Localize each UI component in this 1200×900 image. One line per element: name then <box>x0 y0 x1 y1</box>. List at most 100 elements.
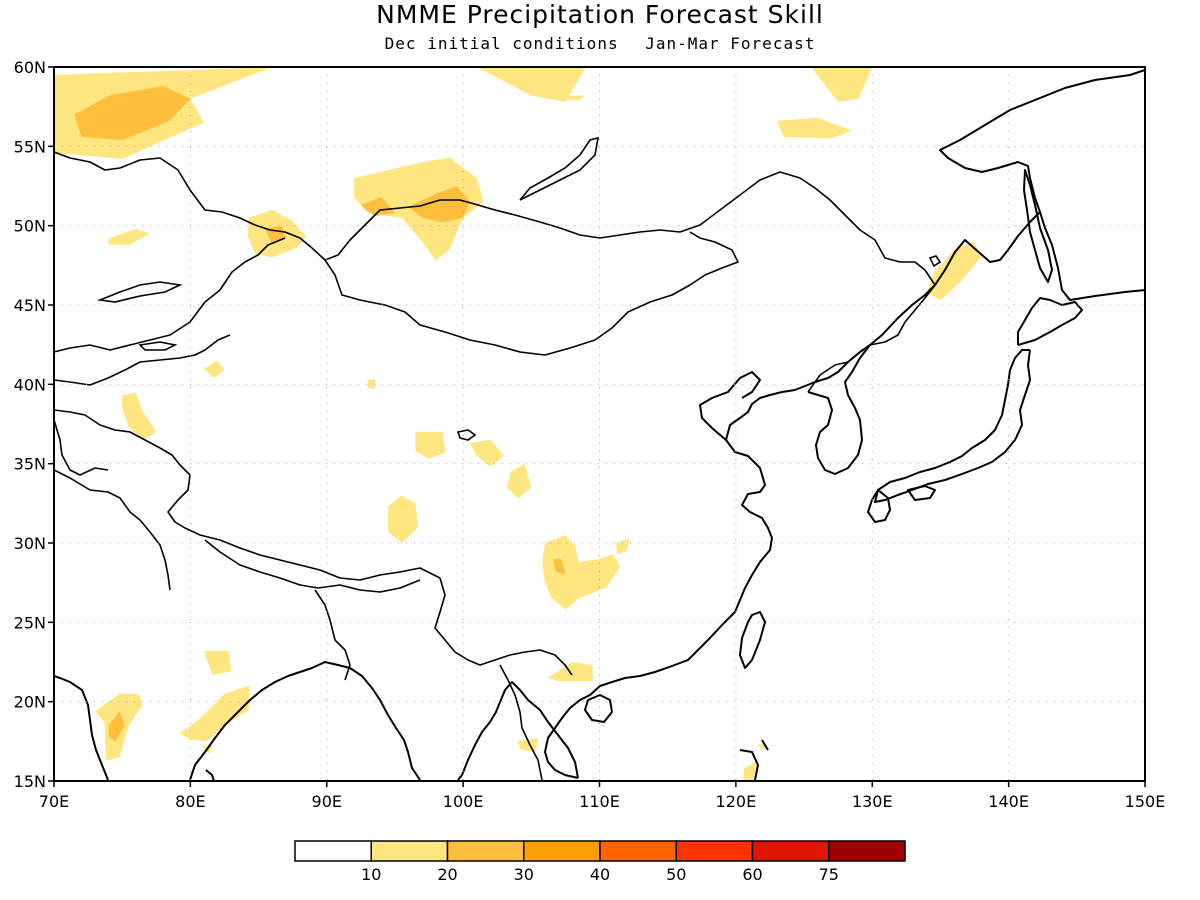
lake-balkhash <box>96 281 183 303</box>
lat-tick-label: 40N <box>14 375 46 394</box>
lake-qinghai <box>456 429 477 441</box>
border-myanmar <box>434 577 573 676</box>
colorbar-swatch-1 <box>294 840 372 862</box>
lat-tick-label: 50N <box>14 217 46 236</box>
skill-region-17 <box>415 431 446 459</box>
lake-khanka <box>928 255 942 268</box>
coastline-korea <box>807 344 871 475</box>
skill-region-13 <box>926 241 982 301</box>
border-mongolia <box>324 171 936 286</box>
coastline-shikoku <box>907 485 936 501</box>
border-pamir <box>54 409 441 581</box>
coastline-japan-hokkaido <box>1017 297 1083 346</box>
colorbar-label: 20 <box>437 865 457 884</box>
coastline-hainan <box>584 694 613 723</box>
skill-region-19 <box>506 463 532 499</box>
lon-tick-label: 90E <box>312 792 342 811</box>
skill-region-31 <box>744 762 757 781</box>
border-bangladesh <box>314 589 351 681</box>
coastline-indochina <box>457 681 579 781</box>
colorbar-label: 50 <box>666 865 686 884</box>
coastline-bohai <box>699 371 761 441</box>
map-frame <box>53 66 1146 782</box>
coastline-sri-lanka-top <box>205 769 215 781</box>
colorbar-label: 30 <box>514 865 534 884</box>
grid-layer <box>54 67 1145 781</box>
skill-region-4 <box>810 67 873 102</box>
lake-issyk-kul <box>138 341 178 351</box>
border-china-korea <box>807 361 849 393</box>
lon-tick-label: 80E <box>175 792 205 811</box>
lon-tick-label: 70E <box>39 792 69 811</box>
border-china-west <box>54 237 286 353</box>
skill-region-28 <box>179 685 249 742</box>
colorbar-swatch-4 <box>523 840 601 862</box>
lakes-layer <box>96 136 942 441</box>
lat-tick-label: 30N <box>14 534 46 553</box>
border-nepal-bhutan <box>204 539 421 593</box>
subtitle-forecast-period: Jan-Mar Forecast <box>645 34 816 53</box>
skill-region-9 <box>408 186 470 223</box>
border-india-pakistan <box>54 469 171 591</box>
border-afghanistan <box>54 419 109 476</box>
skill-region-15 <box>367 379 376 390</box>
skill-region-16 <box>122 392 157 440</box>
colorbar-swatch-8 <box>828 840 906 862</box>
lake-baikal <box>519 136 600 201</box>
coastline-mainland-east-asia <box>544 69 1145 779</box>
skill-region-6 <box>565 95 585 101</box>
lat-tick-label: 60N <box>14 58 46 77</box>
skill-region-27 <box>108 711 125 742</box>
colorbar: 10 20 30 40 50 60 75 <box>294 840 906 884</box>
colorbar-swatch-7 <box>751 840 830 862</box>
lon-tick-label: 130E <box>852 792 893 811</box>
skill-region-5 <box>776 117 852 139</box>
coastline-japan-honshu <box>874 349 1031 503</box>
lat-tick-label: 55N <box>14 137 46 156</box>
skill-region-30 <box>517 738 539 753</box>
coastline-bay-of-bengal <box>189 661 421 781</box>
coastline-india-west <box>54 675 109 781</box>
border-russia-china-east <box>869 284 936 346</box>
lat-tick-label: 35N <box>14 455 46 474</box>
colorbar-swatch-5 <box>599 840 677 862</box>
skill-region-21 <box>542 535 620 610</box>
colorbar-label: 40 <box>590 865 610 884</box>
subtitle-initial-conditions: Dec initial conditions <box>384 34 619 53</box>
lat-tick-label: 45N <box>14 296 46 315</box>
border-russia-kazakhstan <box>54 151 326 261</box>
lon-tick-label: 120E <box>716 792 757 811</box>
skill-shading-layer <box>54 67 982 781</box>
coastline-kyushu <box>867 489 891 523</box>
colorbar-label: 60 <box>742 865 762 884</box>
skill-region-12 <box>108 228 150 245</box>
border-layer <box>54 151 936 781</box>
lon-tick-label: 150E <box>1125 792 1166 811</box>
lat-tick-label: 15N <box>14 772 46 791</box>
lon-tick-label: 110E <box>579 792 620 811</box>
colorbar-label: 75 <box>819 865 839 884</box>
border-laos-vietnam <box>499 664 543 781</box>
axis-ticks-layer: 70E 80E 90E 100E 110E 120E 130E 140E 150E 15N 20N 2… <box>14 58 1166 811</box>
skill-region-8 <box>360 197 395 217</box>
lat-tick-label: 25N <box>14 613 46 632</box>
colorbar-swatch-2 <box>370 840 449 862</box>
map-title: NMME Precipitation Forecast Skill <box>376 0 824 29</box>
skill-region-3 <box>476 67 586 102</box>
skill-region-25 <box>204 650 232 675</box>
lon-tick-label: 140E <box>988 792 1029 811</box>
coastline-taiwan <box>739 611 766 669</box>
map-subtitle: Dec initial conditions Jan-Mar Forecast <box>0 34 1200 53</box>
coastline-sakhalin <box>1023 169 1053 283</box>
border-mongolia-china <box>324 231 739 356</box>
skill-region-23 <box>615 538 630 555</box>
colorbar-label: 10 <box>361 865 381 884</box>
coastline-luzon <box>739 739 769 781</box>
colorbar-swatch-6 <box>675 840 754 862</box>
coastline-layer <box>54 69 1145 781</box>
lat-tick-label: 20N <box>14 693 46 712</box>
skill-region-14 <box>204 360 225 378</box>
skill-region-2 <box>74 86 191 140</box>
skill-region-20 <box>388 495 419 543</box>
